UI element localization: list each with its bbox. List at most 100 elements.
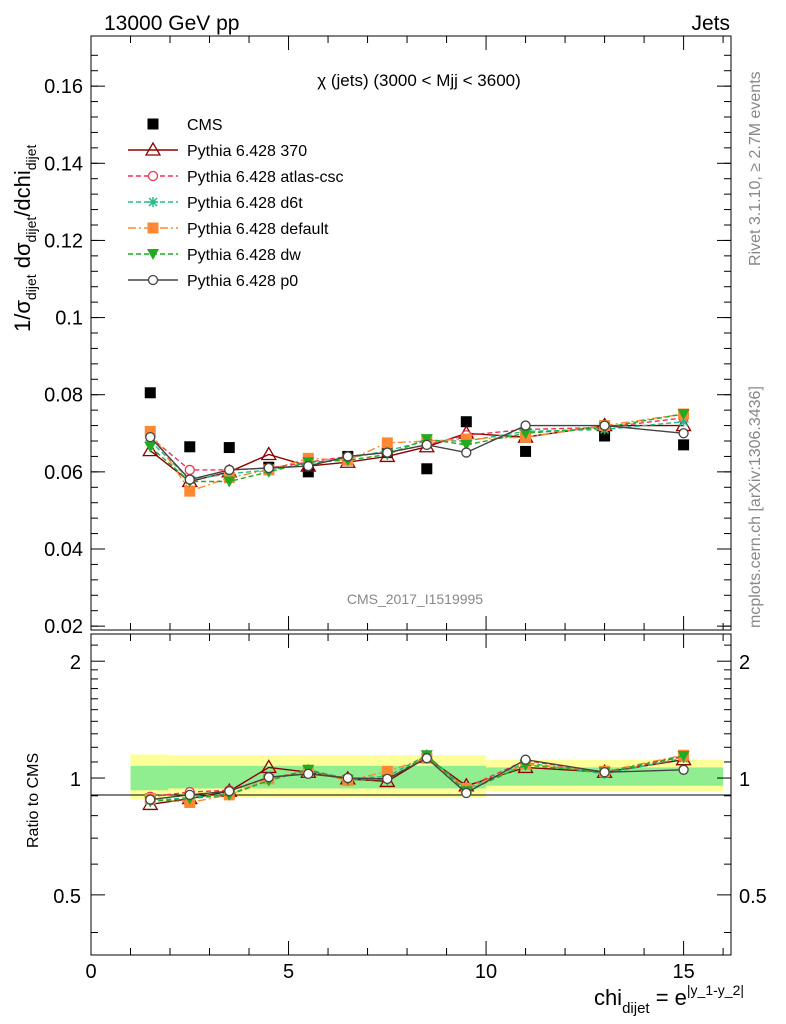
ratio-data-point <box>520 754 531 765</box>
data-point <box>460 439 473 451</box>
ratio-data-point <box>677 750 690 762</box>
ratio-axis-ticks: 0.5 0.5 1 1 2 2 0 5 10 15 <box>53 634 767 983</box>
main-axis-ticks: 0.02 0.04 0.06 0.08 0.1 0.12 0.14 0.16 <box>44 36 731 638</box>
main-y-axis-label: 1/σdijet dσdijet/dchidijet <box>10 144 39 332</box>
data-point <box>144 387 156 399</box>
ratio-series-line <box>150 754 684 802</box>
data-point <box>461 447 472 458</box>
ratio-data-point <box>184 789 195 801</box>
x-axis-label: chidijet = e|y_1-y_2| <box>594 982 744 1017</box>
data-point <box>677 409 690 420</box>
data-point <box>263 462 274 474</box>
analysis-watermark: CMS_2017_I1519995 <box>347 591 483 607</box>
data-point <box>460 433 472 445</box>
data-point <box>381 437 393 449</box>
band-green <box>130 765 169 791</box>
data-point <box>421 439 432 451</box>
series-line <box>149 413 684 483</box>
mcplots-reference-label: mcplots.cern.ch [arXiv:1306.3436] <box>747 386 764 628</box>
legend-label: Pythia 6.428 default <box>187 221 329 238</box>
legend-label: Pythia 6.428 370 <box>187 143 307 160</box>
legend-label: CMS <box>187 117 223 134</box>
data-point <box>678 428 689 439</box>
ratio-data-point <box>599 767 610 778</box>
band-green <box>168 765 487 789</box>
series-6 <box>145 420 689 485</box>
main-y-tick-label: 0.12 <box>44 230 83 252</box>
data-point <box>184 485 196 497</box>
series-line <box>149 424 684 483</box>
ratio-data-point <box>342 772 353 784</box>
legend-label: Pythia 6.428 atlas-csc <box>187 169 344 186</box>
ratio-data-point <box>145 794 156 805</box>
x-tick-label: 0 <box>85 961 96 983</box>
legend-marker <box>148 197 158 207</box>
data-point <box>184 441 196 453</box>
ratio-y-tick-label-right: 1 <box>739 769 750 791</box>
ratio-series-line <box>150 754 684 804</box>
data-point <box>678 439 690 451</box>
data-point <box>223 476 236 488</box>
main-y-tick-label: 0.06 <box>44 462 83 484</box>
ratio-series-5 <box>145 753 689 805</box>
header-right-title: Jets <box>691 12 730 35</box>
legend-label: Pythia 6.428 d6t <box>187 195 303 212</box>
ratio-y-tick-label: 0.5 <box>53 886 81 908</box>
ratio-series-layer <box>142 749 692 811</box>
ratio-data-point <box>381 765 393 777</box>
data-point <box>184 464 195 476</box>
data-point <box>520 445 532 457</box>
legend-marker <box>147 170 159 182</box>
data-point <box>421 463 433 475</box>
legend-label: Pythia 6.428 p0 <box>187 273 298 290</box>
main-plot-frame <box>90 35 732 631</box>
series-line <box>149 417 684 471</box>
series-line <box>149 424 684 481</box>
ratio-y-tick-label: 2 <box>70 652 81 674</box>
ratio-data-point <box>461 787 472 799</box>
data-point <box>144 425 156 437</box>
data-point <box>223 442 235 454</box>
ratio-y-tick-label-right: 2 <box>739 652 750 674</box>
x-tick-label: 15 <box>672 961 694 983</box>
legend-marker <box>147 274 159 286</box>
data-point <box>342 451 353 462</box>
ratio-series-line <box>150 757 684 801</box>
main-y-tick-label: 0.02 <box>44 616 83 638</box>
ratio-data-point <box>303 768 314 780</box>
data-point <box>303 460 314 472</box>
header-left-title: 13000 GeV pp <box>104 12 239 35</box>
ratio-data-point <box>678 764 689 775</box>
legend-marker <box>144 141 162 156</box>
data-point <box>520 420 531 431</box>
ratio-y-tick-label: 1 <box>70 769 81 791</box>
ratio-data-point <box>224 786 235 797</box>
main-y-tick-label: 0.04 <box>44 539 83 561</box>
main-series-layer <box>142 387 692 497</box>
ratio-data-point <box>382 773 393 785</box>
data-point <box>260 446 277 461</box>
ratio-series-line <box>150 754 684 803</box>
main-y-tick-label: 0.16 <box>44 76 83 98</box>
data-point <box>145 431 156 443</box>
legend-marker <box>147 118 159 130</box>
data-point <box>144 441 157 453</box>
x-tick-label: 10 <box>475 961 497 983</box>
data-point <box>382 447 393 458</box>
rivet-version-label: Rivet 3.1.10, ≥ 2.7M events <box>747 71 764 266</box>
ratio-plot-frame <box>90 633 732 956</box>
legend-marker <box>147 222 159 234</box>
legend: CMS Pythia 6.428 370 Pythia 6.428 atlas-cs… <box>128 117 344 290</box>
data-point <box>599 430 611 442</box>
main-y-tick-label: 0.1 <box>55 308 83 330</box>
main-y-tick-label: 0.14 <box>44 153 83 175</box>
main-plot-panel: 0.02 0.04 0.06 0.08 0.1 0.12 0.14 0.16 χ (jets)… <box>44 35 732 638</box>
ratio-plot-panel: 0.5 0.5 1 1 2 2 0 5 10 15 Ratio to CMS <box>25 633 767 983</box>
ratio-data-point <box>421 753 432 764</box>
legend-label: Pythia 6.428 dw <box>187 247 301 264</box>
ratio-y-axis-label: Ratio to CMS <box>25 753 42 848</box>
legend-marker <box>147 249 159 260</box>
data-point <box>184 474 195 485</box>
data-point <box>224 464 235 476</box>
